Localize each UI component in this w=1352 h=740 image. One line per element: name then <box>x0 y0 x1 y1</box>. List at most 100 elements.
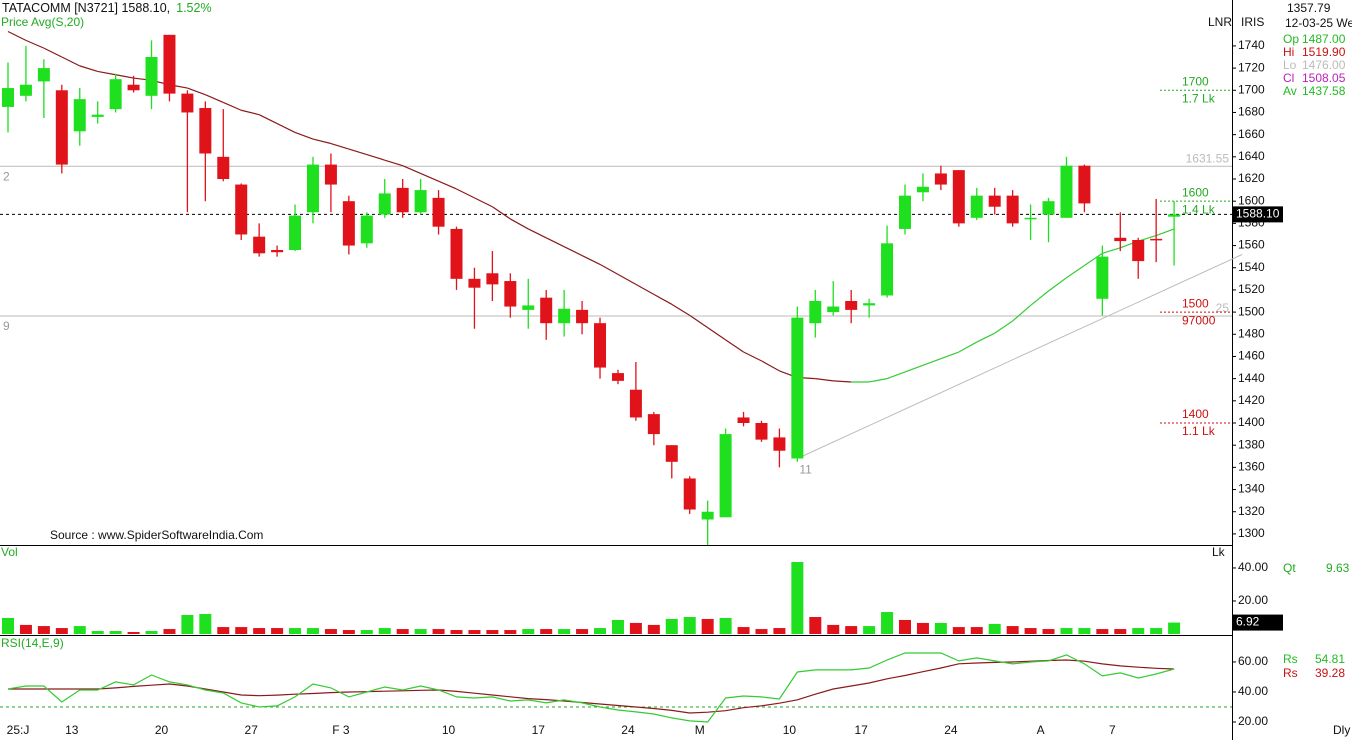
volume-bar <box>360 630 373 634</box>
volume-bar <box>845 626 858 634</box>
y-tick-label: 1620 <box>1238 171 1265 185</box>
candle-body <box>486 273 499 285</box>
x-tick-label: A <box>1037 723 1045 737</box>
moving-average <box>1066 265 1085 279</box>
moving-average <box>420 172 439 182</box>
volume-bar <box>737 627 750 634</box>
vol-unit: Lk <box>1212 545 1226 559</box>
moving-average <box>599 263 619 275</box>
y-tick-label: 1720 <box>1238 60 1265 74</box>
y-tick-label: 1500 <box>1238 304 1265 318</box>
moving-average <box>545 237 565 248</box>
current-price-box <box>1233 206 1283 223</box>
info-key: Lo <box>1283 58 1297 72</box>
volume-bar <box>199 614 212 634</box>
x-tick-label: 24 <box>944 723 958 737</box>
volume-bar <box>109 631 122 634</box>
volume-bar <box>253 628 266 634</box>
moving-average <box>510 218 529 230</box>
volume-bar <box>916 622 929 634</box>
moving-average <box>653 293 673 305</box>
candle-body <box>450 228 463 279</box>
volume-bar <box>1006 626 1019 634</box>
x-tick-label: F 3 <box>332 723 350 737</box>
moving-average <box>205 94 224 104</box>
moving-average <box>43 47 63 58</box>
volume-bar <box>73 626 86 634</box>
volume-bar <box>576 629 589 634</box>
info-value: 1487.00 <box>1302 32 1346 46</box>
moving-average <box>1155 228 1175 237</box>
candle-body <box>360 215 373 244</box>
volume-bar <box>1168 622 1181 634</box>
rsi-line <box>7 652 1175 723</box>
y-tick-label: 1660 <box>1238 127 1265 141</box>
moving-average <box>366 154 385 161</box>
candle-body <box>91 114 104 117</box>
rsi-line <box>8 659 1175 714</box>
qt-key: Qt <box>1283 561 1296 575</box>
moving-average <box>958 341 978 353</box>
volume-bar <box>450 630 463 634</box>
level-label: 1500 <box>1182 296 1209 310</box>
moving-average <box>25 39 45 49</box>
candle-body <box>594 323 607 368</box>
candle-body <box>988 195 1001 207</box>
candle-body <box>217 156 230 180</box>
candle-body <box>289 215 302 250</box>
candle-body <box>1060 165 1073 218</box>
volume-bar <box>647 624 660 634</box>
volume-bar <box>1060 628 1073 634</box>
x-tick-label: 27 <box>245 723 259 737</box>
volume-bar <box>629 622 642 634</box>
moving-average <box>97 70 116 76</box>
volume-bar <box>594 628 607 634</box>
candle-body <box>970 195 983 218</box>
candle-body <box>773 437 786 451</box>
volume-bar <box>55 628 68 634</box>
moving-average <box>115 74 134 79</box>
volume-bar <box>91 631 104 634</box>
candle-body <box>414 190 427 213</box>
rsi-key: Rs <box>1283 666 1298 680</box>
current-price-label: 1588.10 <box>1236 207 1280 221</box>
candle-body <box>755 423 768 440</box>
candle-body <box>19 84 32 96</box>
candle-body <box>306 164 319 213</box>
volume-bar <box>791 562 804 634</box>
moving-average <box>79 65 98 72</box>
volume-bar <box>755 629 768 634</box>
moving-average <box>815 378 834 382</box>
x-tick-label: 25:J <box>7 723 30 737</box>
candle-body <box>737 417 750 424</box>
source: Source : www.SpiderSoftwareIndia.Com <box>50 528 263 542</box>
y-tick-label: 1340 <box>1238 482 1265 496</box>
volume-bar <box>1114 629 1127 634</box>
candle-body <box>468 278 481 288</box>
header: TATACOMM [N3721] 1588.10, 1.52% <box>2 1 212 15</box>
volume-bar <box>899 619 911 634</box>
candle-body <box>899 195 911 229</box>
volume-bar <box>342 630 355 634</box>
moving-average <box>617 273 637 285</box>
volume-bar <box>145 631 158 634</box>
info-price: 1357.79 <box>1287 1 1331 15</box>
moving-average <box>330 142 350 150</box>
candle-body <box>863 303 876 306</box>
candle-body <box>952 170 965 224</box>
moving-average <box>1084 252 1103 267</box>
candle-body <box>378 193 391 215</box>
candle-body <box>1042 201 1055 215</box>
candle-body <box>324 164 337 185</box>
candle-body <box>235 184 248 235</box>
volume-bar <box>468 630 481 634</box>
candle-body <box>540 297 553 324</box>
symbol: TATACOMM [N3721] 1588.10, <box>2 1 170 15</box>
level-label: 1600 <box>1182 185 1209 199</box>
rsi-key: Rs <box>1283 652 1298 666</box>
candle-body <box>611 373 624 381</box>
info-key: Op <box>1283 32 1299 46</box>
volume-bar <box>127 632 140 634</box>
moving-average <box>707 327 726 341</box>
candle-body <box>432 197 445 227</box>
